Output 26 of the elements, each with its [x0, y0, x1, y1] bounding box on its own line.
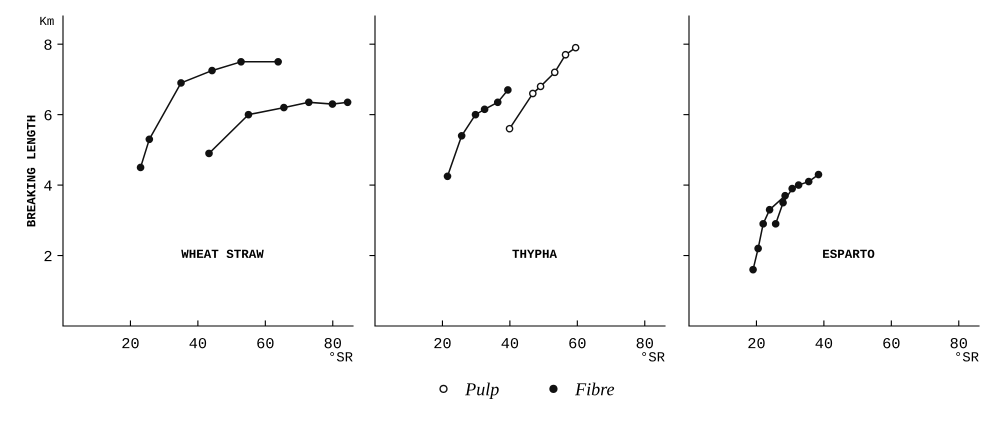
x-axis-title: °SR [642, 352, 665, 362]
x-tick-label: 80 [950, 338, 967, 348]
x-tick-label: 80 [636, 338, 653, 348]
legend-label: Pulp [465, 382, 499, 400]
y-tick-label: 8 [44, 40, 52, 50]
text: Km [40, 16, 54, 26]
x-axis-title: °SR [956, 352, 979, 362]
annotation: ESPARTO [823, 250, 874, 258]
x-axis-title: °SR [330, 352, 353, 362]
x-tick-label: 20 [122, 338, 139, 348]
annotation: THYPHA [512, 250, 557, 258]
y-tick-label: 2 [44, 250, 52, 262]
x-tick-label: 40 [501, 338, 518, 348]
legend-label: Fibre [575, 382, 614, 396]
y-axis-title: BREAKING LENGTH [26, 116, 36, 226]
x-tick-label: 80 [324, 338, 341, 348]
y-tick-label: 6 [44, 110, 52, 120]
x-tick-label: 40 [815, 338, 832, 348]
x-tick-label: 20 [748, 338, 765, 348]
x-tick-label: 60 [883, 338, 900, 348]
x-tick-label: 60 [257, 338, 274, 348]
y-tick-label: 4 [44, 180, 52, 191]
annotation: WHEAT STRAW [181, 250, 264, 258]
x-tick-label: 60 [569, 338, 586, 348]
x-tick-label: 40 [189, 338, 206, 348]
x-tick-label: 20 [434, 338, 451, 348]
